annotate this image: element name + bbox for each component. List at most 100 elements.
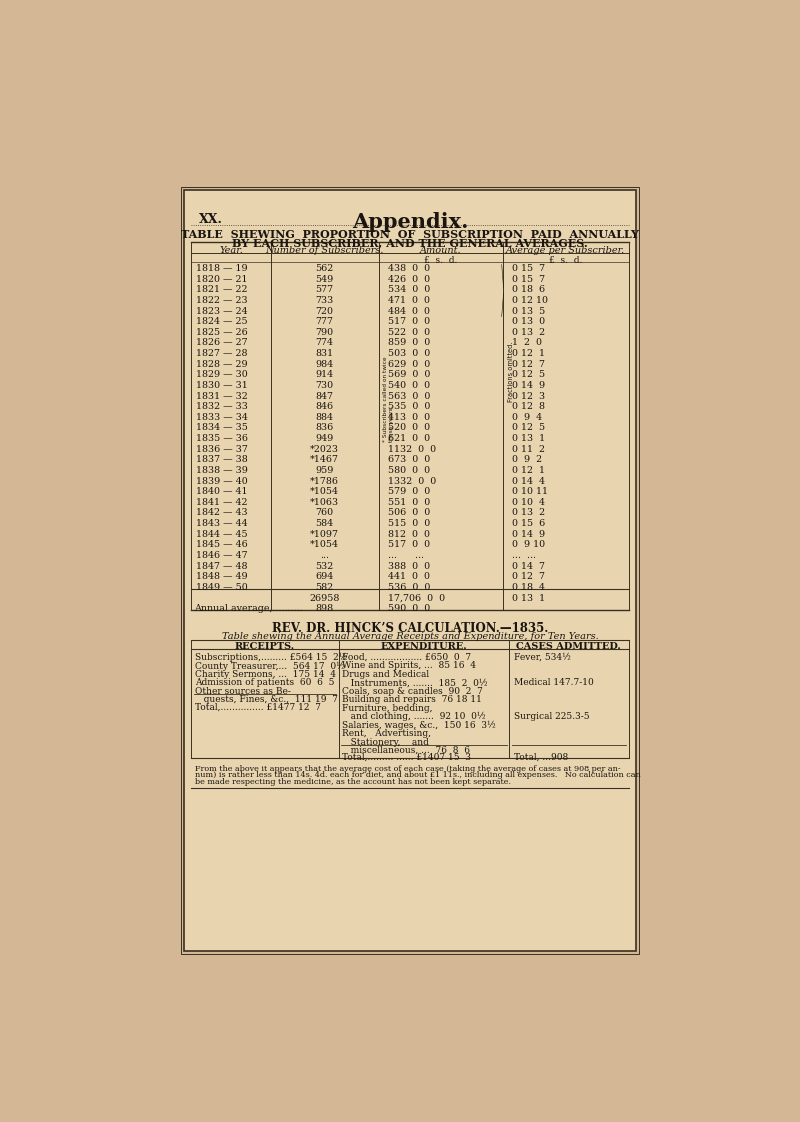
Text: 0 12 10: 0 12 10 [512, 296, 548, 305]
Text: 730: 730 [316, 380, 334, 389]
Text: 517  0  0: 517 0 0 [388, 541, 430, 550]
Text: 673  0  0: 673 0 0 [388, 456, 430, 465]
Text: 1825 — 26: 1825 — 26 [196, 328, 248, 337]
Text: 720: 720 [316, 306, 334, 315]
Text: 812  0  0: 812 0 0 [388, 530, 430, 539]
Text: 621  0  0: 621 0 0 [388, 434, 430, 443]
Text: Medical 147.7-10: Medical 147.7-10 [514, 679, 594, 688]
Text: Building and repairs  76 18 11: Building and repairs 76 18 11 [342, 696, 482, 705]
Text: 535  0  0: 535 0 0 [388, 402, 430, 411]
Text: 1837 — 38: 1837 — 38 [196, 456, 248, 465]
Text: 1842 — 43: 1842 — 43 [196, 508, 248, 517]
Text: Wine and Spirits, ...  85 16  4: Wine and Spirits, ... 85 16 4 [342, 661, 476, 670]
Text: 0 10 11: 0 10 11 [512, 487, 548, 496]
Text: 1845 — 46: 1845 — 46 [196, 541, 248, 550]
Text: 0 13  1: 0 13 1 [512, 594, 546, 603]
Text: 0 13  0: 0 13 0 [512, 318, 546, 327]
Text: EXPENDITURE.: EXPENDITURE. [381, 642, 467, 651]
Text: From the above it appears that the average cost of each case (taking the average: From the above it appears that the avera… [194, 764, 620, 773]
Bar [184, 190, 636, 950]
Text: Rent,   Advertising,: Rent, Advertising, [342, 729, 430, 738]
Text: 438  0  0: 438 0 0 [388, 264, 430, 273]
Text: 0 10  4: 0 10 4 [512, 498, 546, 507]
Text: quests, Fines, &c.,  111 19  7: quests, Fines, &c., 111 19 7 [194, 696, 338, 705]
Text: 1831 — 32: 1831 — 32 [196, 392, 248, 401]
Text: num) is rather less than 14s. 4d. each for diet, and about £1 11s., including al: num) is rather less than 14s. 4d. each f… [194, 772, 640, 780]
Text: *1054: *1054 [310, 487, 339, 496]
Text: 0 14  9: 0 14 9 [512, 530, 546, 539]
Text: 1132  0  0: 1132 0 0 [388, 444, 437, 453]
Text: 0 12  5: 0 12 5 [512, 423, 546, 432]
Text: 0 13  2: 0 13 2 [512, 328, 546, 337]
Text: 1847 — 48: 1847 — 48 [196, 561, 248, 570]
Text: 0 11  2: 0 11 2 [512, 444, 546, 453]
Text: 1826 — 27: 1826 — 27 [196, 339, 248, 348]
Text: 898: 898 [316, 605, 334, 614]
Text: 777: 777 [316, 318, 334, 327]
Text: Total,......... ...... £1407 15  3: Total,......... ...... £1407 15 3 [342, 753, 470, 762]
Text: 562: 562 [316, 264, 334, 273]
Text: BY EACH SUBSCRIBER, AND THE GENERAL AVERAGES.: BY EACH SUBSCRIBER, AND THE GENERAL AVER… [232, 237, 588, 248]
Text: 388  0  0: 388 0 0 [388, 561, 430, 570]
Text: 0 15  6: 0 15 6 [512, 519, 546, 528]
Text: 0 12  5: 0 12 5 [512, 370, 546, 379]
Text: 26958: 26958 [310, 594, 340, 603]
Text: 1829 — 30: 1829 — 30 [196, 370, 248, 379]
Text: ...      ...: ... ... [388, 551, 424, 560]
Text: 540  0  0: 540 0 0 [388, 380, 430, 389]
Text: 1833 — 34: 1833 — 34 [196, 413, 248, 422]
Text: *1467: *1467 [310, 456, 339, 465]
Text: 1846 — 47: 1846 — 47 [196, 551, 248, 560]
Text: 1834 — 35: 1834 — 35 [196, 423, 248, 432]
Text: 1332  0  0: 1332 0 0 [388, 477, 437, 486]
Text: be made respecting the medicine, as the account has not been kept separate.: be made respecting the medicine, as the … [194, 779, 510, 787]
Text: Fever, 534½: Fever, 534½ [514, 653, 570, 662]
Text: 0 18  6: 0 18 6 [512, 285, 546, 294]
Text: 503  0  0: 503 0 0 [388, 349, 430, 358]
Text: Annual average,..........: Annual average,.......... [194, 605, 303, 614]
Text: 1848 — 49: 1848 — 49 [196, 572, 248, 581]
Text: ...: ... [320, 551, 330, 560]
Text: Surgical 225.3-5: Surgical 225.3-5 [514, 712, 590, 721]
Text: 506  0  0: 506 0 0 [388, 508, 430, 517]
Text: 17,706  0  0: 17,706 0 0 [388, 594, 446, 603]
Text: 471  0  0: 471 0 0 [388, 296, 430, 305]
Text: 984: 984 [316, 360, 334, 369]
Text: 522  0  0: 522 0 0 [388, 328, 430, 337]
Text: Food, .................. £650  0  7: Food, .................. £650 0 7 [342, 653, 471, 662]
Text: 1  2  0: 1 2 0 [512, 339, 542, 348]
Text: 584: 584 [316, 519, 334, 528]
Text: 0 14  9: 0 14 9 [512, 380, 546, 389]
Text: 0 15  7: 0 15 7 [512, 275, 546, 284]
Text: REV. DR. HINCK’S CALCULATION.—1835.: REV. DR. HINCK’S CALCULATION.—1835. [272, 622, 548, 635]
Text: 760: 760 [316, 508, 334, 517]
Text: 1839 — 40: 1839 — 40 [196, 477, 248, 486]
Text: 1823 — 24: 1823 — 24 [196, 306, 248, 315]
Text: miscellaneous, ...  76  8  6: miscellaneous, ... 76 8 6 [342, 746, 470, 755]
Text: CASES ADMITTED.: CASES ADMITTED. [517, 642, 622, 651]
Text: Fractions omitted.: Fractions omitted. [508, 341, 514, 402]
Text: Coals, soap & candles  90  2  7: Coals, soap & candles 90 2 7 [342, 687, 482, 696]
Text: 1832 — 33: 1832 — 33 [196, 402, 248, 411]
Text: 847: 847 [316, 392, 334, 401]
Text: 0 12  3: 0 12 3 [512, 392, 546, 401]
Text: TABLE  SHEWING  PROPORTION  OF  SUBSCRIPTION  PAID  ANNUALLY: TABLE SHEWING PROPORTION OF SUBSCRIPTION… [181, 229, 639, 240]
Text: 949: 949 [316, 434, 334, 443]
Text: 532: 532 [316, 561, 334, 570]
Text: 790: 790 [316, 328, 334, 337]
Text: 1822 — 23: 1822 — 23 [196, 296, 248, 305]
Text: Furniture, bedding,: Furniture, bedding, [342, 703, 432, 712]
Text: 0 12  7: 0 12 7 [512, 572, 546, 581]
Text: 549: 549 [316, 275, 334, 284]
Text: 831: 831 [316, 349, 334, 358]
Text: 0 13  1: 0 13 1 [512, 434, 546, 443]
Text: £  s.  d.: £ s. d. [549, 256, 582, 265]
Text: 563  0  0: 563 0 0 [388, 392, 430, 401]
Text: 774: 774 [316, 339, 334, 348]
Text: 629  0  0: 629 0 0 [388, 360, 430, 369]
Text: County Treasurer,...  564 17  0½: County Treasurer,... 564 17 0½ [194, 661, 345, 671]
Text: 413  0  0: 413 0 0 [388, 413, 430, 422]
Text: 0 12  1: 0 12 1 [512, 466, 546, 475]
Text: Number of Subscribers.: Number of Subscribers. [266, 246, 384, 255]
Text: 0  9  4: 0 9 4 [512, 413, 542, 422]
